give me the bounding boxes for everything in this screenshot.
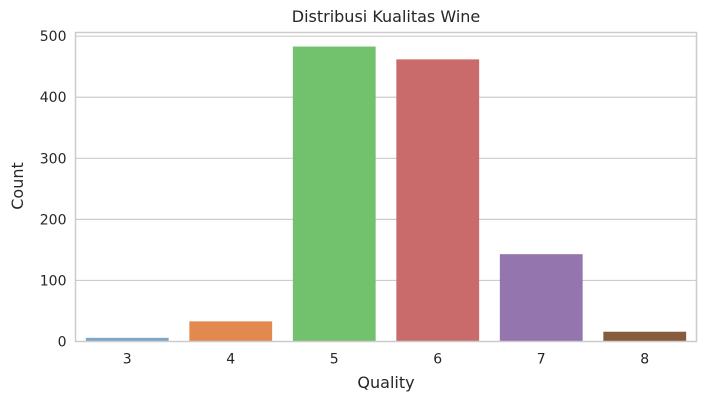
x-tick-labels: 3 4 5 6 7 8 <box>123 352 649 368</box>
bar-quality-4 <box>189 321 273 342</box>
chart-title: Distribusi Kualitas Wine <box>292 7 481 26</box>
y-tick-label: 500 <box>40 29 67 45</box>
y-tick-label: 400 <box>40 90 67 106</box>
x-tick-label: 7 <box>537 352 546 368</box>
x-tick-label: 3 <box>123 352 132 368</box>
bars-layer <box>85 46 687 342</box>
y-tick-label: 200 <box>40 212 67 228</box>
x-tick-label: 6 <box>433 352 442 368</box>
y-tick-labels: 0 100 200 300 400 500 <box>40 29 67 350</box>
x-axis-label: Quality <box>357 373 414 392</box>
bar-quality-8 <box>603 331 687 342</box>
x-tick-label: 4 <box>226 352 235 368</box>
y-tick-label: 100 <box>40 273 67 289</box>
grid-layer <box>75 35 697 282</box>
y-tick-label: 300 <box>40 151 67 167</box>
y-axis-label: Count <box>8 162 27 210</box>
bar-quality-6 <box>396 59 480 342</box>
plot-frame <box>74 31 698 343</box>
y-tick-label: 0 <box>58 335 67 351</box>
bar-quality-7 <box>499 254 583 342</box>
x-tick-label: 5 <box>330 352 339 368</box>
bar-quality-3 <box>85 337 169 342</box>
x-tick-label: 8 <box>640 352 649 368</box>
bar-quality-5 <box>292 46 376 342</box>
